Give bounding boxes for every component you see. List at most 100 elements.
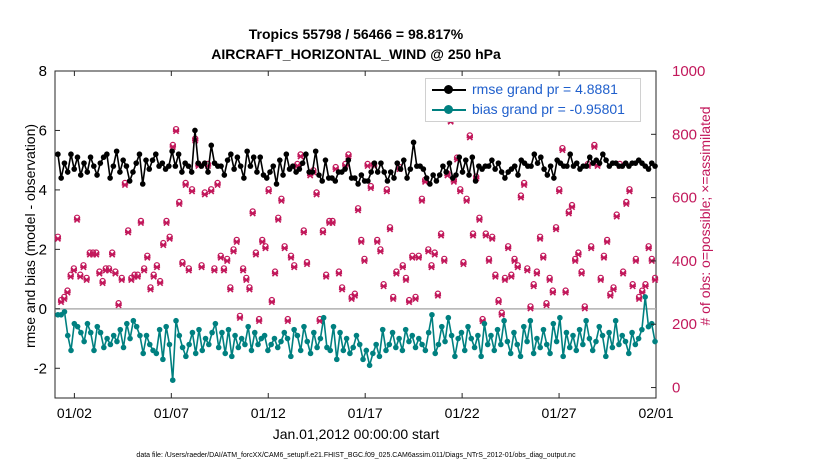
rmse-point [172, 163, 179, 169]
bias-point [140, 350, 147, 357]
left-tick-label: -2 [34, 360, 47, 377]
obs-assimilated-marker [607, 292, 614, 299]
obs-assimilated-marker [198, 264, 205, 271]
bias-point [350, 344, 356, 351]
bias-point [327, 347, 334, 354]
rmse-point [61, 160, 68, 166]
obs-assimilated-marker [533, 270, 541, 277]
obs-assimilated-marker [635, 295, 643, 303]
obs-assimilated-marker [632, 257, 640, 265]
x-tick-label: 01/12 [251, 405, 286, 421]
rmse-point [250, 154, 257, 161]
obs-assimilated-marker [64, 289, 71, 296]
rmse-point [387, 169, 394, 175]
obs-assimilated-marker [265, 188, 272, 195]
legend-item-rmse: rmse grand pr = 4.8881 [426, 80, 640, 100]
obs-assimilated-marker [335, 270, 343, 277]
bias-point [599, 332, 606, 339]
rmse-point [123, 163, 130, 169]
obs-assimilated-marker [61, 295, 68, 303]
bias-point [537, 344, 543, 351]
bias-point [576, 326, 583, 333]
bias-point [91, 347, 97, 354]
obs-assimilated-marker [322, 273, 330, 280]
obs-assimilated-marker [559, 146, 566, 154]
bias-point [583, 317, 589, 324]
rmse-point [462, 157, 469, 163]
bias-point [488, 332, 494, 339]
rmse-point [152, 151, 159, 158]
bias-point [596, 323, 603, 330]
bias-point [501, 317, 507, 324]
obs-assimilated-marker [367, 184, 375, 192]
bias-point [137, 332, 143, 339]
bias-point [606, 329, 612, 336]
bias-point [278, 338, 284, 345]
obs-assimilated-marker [364, 162, 371, 170]
rmse-point [342, 166, 348, 172]
left-tick-label: 0 [39, 301, 47, 318]
bias-point [333, 356, 340, 363]
legend-item-bias: bias grand pr = -0.95801 [426, 100, 640, 120]
rmse-point [498, 169, 505, 175]
obs-assimilated-marker [361, 257, 368, 265]
left-tick-label: 4 [39, 182, 47, 199]
obs-assimilated-marker [83, 276, 90, 284]
bias-point [609, 344, 616, 351]
rmse-point [280, 172, 286, 178]
rmse-point [544, 172, 551, 178]
bias-point [507, 350, 514, 357]
obs-assimilated-marker [303, 260, 311, 268]
obs-assimilated-marker [176, 200, 183, 208]
x-axis-ticks: 01/02 01/07 01/12 01/17 01/22 01/27 02/01 [57, 71, 674, 421]
rmse-point [404, 175, 410, 181]
bias-point [297, 347, 304, 354]
bias-point [81, 338, 87, 345]
obs-assimilated-marker [252, 251, 260, 258]
rmse-point [104, 151, 110, 158]
obs-assimilated-marker [597, 276, 604, 284]
obs-assimilated-marker [124, 229, 132, 236]
bias-point [245, 323, 251, 330]
x-tick-label: 01/27 [542, 405, 577, 421]
obs-assimilated-marker [562, 289, 569, 296]
bias-point [612, 317, 619, 324]
obs-assimilated-marker [220, 267, 228, 274]
obs-assimilated-marker [418, 197, 426, 204]
rmse-point [221, 172, 228, 178]
bias-point [261, 332, 268, 339]
obs-assimilated-marker [179, 260, 186, 268]
obs-assimilated-marker [300, 229, 307, 236]
obs-assimilated-marker [540, 254, 547, 261]
obs-assimilated-marker [619, 270, 627, 277]
right-axis-ticks: 0 200 400 600 800 1000 [651, 63, 705, 397]
bias-point [78, 329, 84, 336]
bias-point [347, 350, 353, 357]
rmse-point [91, 163, 97, 169]
bias-point [465, 323, 471, 330]
bias-point [570, 332, 576, 339]
rmse-point [74, 154, 81, 161]
rmse-point [143, 157, 149, 163]
bias-point [97, 329, 104, 336]
rmse-point [397, 166, 404, 172]
rmse-point [596, 160, 603, 166]
obs-assimilated-marker [80, 264, 87, 271]
bias-point [527, 317, 534, 324]
obs-assimilated-marker [99, 279, 106, 287]
obs-assimilated-marker [409, 254, 416, 261]
bias-point [153, 350, 160, 357]
bias-point [196, 326, 202, 333]
obs-assimilated-marker [144, 254, 151, 261]
obs-assimilated-marker [147, 286, 154, 293]
bias-point [386, 341, 393, 348]
bias-point [471, 344, 478, 351]
rmse-point [228, 151, 234, 158]
chart-title-line-1: Tropics 55798 / 56466 = 98.817% [248, 26, 464, 42]
bias-point [419, 341, 425, 348]
rmse-point [241, 175, 247, 181]
rmse-point [374, 169, 381, 175]
left-tick-label: 8 [39, 63, 47, 80]
bias-point [383, 347, 389, 354]
obs-assimilated-marker [572, 257, 579, 265]
